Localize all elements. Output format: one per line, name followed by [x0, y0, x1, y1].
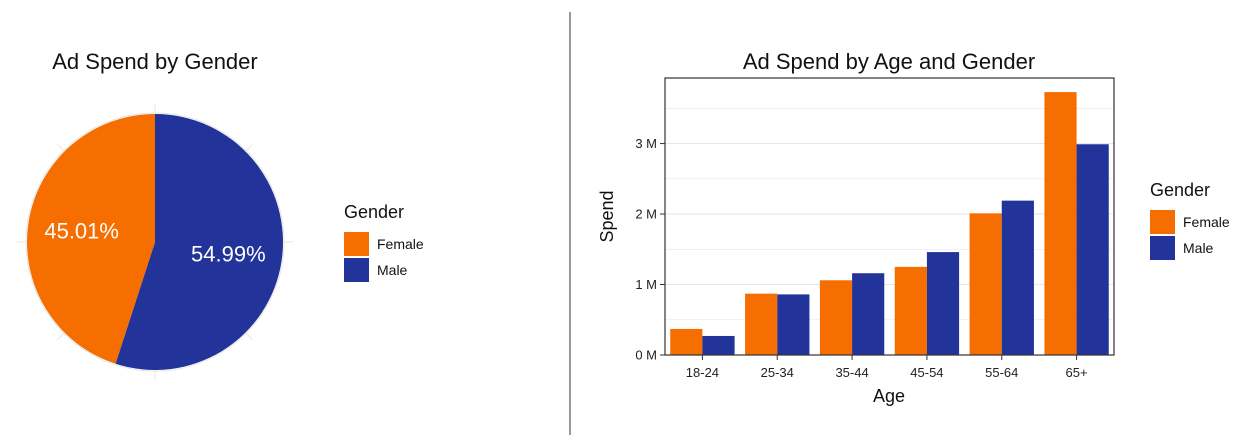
- bar-legend-label-female: Female: [1183, 214, 1230, 230]
- pie-grid-tick: [245, 332, 253, 340]
- pie-legend: Gender Female Male: [344, 202, 424, 282]
- pie-legend-swatch-female: [344, 232, 369, 256]
- bar-y-tick-label: 0 M: [635, 348, 657, 363]
- pie-chart: Ad Spend by Gender 54.99% 45.01% Gender F…: [17, 49, 424, 380]
- bar-x-tick-label: 35-44: [835, 365, 868, 380]
- bar-male-65+: [1076, 144, 1109, 355]
- bar-female-55-64: [969, 213, 1002, 355]
- pie-slice-male: [115, 114, 283, 370]
- pie-legend-label-male: Male: [377, 262, 408, 278]
- bar-x-tick-label: 55-64: [985, 365, 1018, 380]
- bar-legend-swatch-female: [1150, 210, 1175, 234]
- bar-male-25-34: [777, 294, 810, 355]
- bar-x-axis: 18-24 25-34 35-44 45-54 55-64 65+: [686, 355, 1088, 380]
- bar-x-tick-label: 18-24: [686, 365, 719, 380]
- bar-chart: Ad Spend by Age and Gender 0 M1 M2 M3 M …: [597, 49, 1230, 406]
- pie-grid-tick: [57, 144, 65, 152]
- bar-legend-title: Gender: [1150, 180, 1210, 200]
- bar-chart-title: Ad Spend by Age and Gender: [743, 49, 1035, 74]
- pie-legend-title: Gender: [344, 202, 404, 222]
- pie-chart-title: Ad Spend by Gender: [52, 49, 257, 74]
- bar-y-tick-label: 2 M: [635, 207, 657, 222]
- bar-panel-border: [664, 77, 1115, 356]
- pie-legend-swatch-male: [344, 258, 369, 282]
- pie-legend-label-female: Female: [377, 236, 424, 252]
- pie-slice-label-male: 54.99%: [191, 242, 266, 267]
- bar-legend-label-male: Male: [1183, 240, 1214, 256]
- bar-x-tick-label: 65+: [1066, 365, 1088, 380]
- bar-male-18-24: [702, 335, 735, 355]
- bar-female-35-44: [819, 280, 853, 355]
- bar-x-tick-label: 45-54: [910, 365, 943, 380]
- pie-slices: [26, 114, 283, 370]
- bar-legend-swatch-male: [1150, 236, 1175, 260]
- pie-slice-label-female: 45.01%: [44, 218, 119, 243]
- bar-y-tick-label: 3 M: [635, 136, 657, 151]
- bar-y-tick-label: 1 M: [635, 277, 657, 292]
- bar-female-18-24: [670, 328, 703, 355]
- bar-bars: [670, 92, 1109, 356]
- pie-grid-tick: [57, 332, 65, 340]
- bar-male-35-44: [852, 273, 885, 355]
- bar-y-axis-title: Spend: [597, 190, 617, 242]
- bar-female-25-34: [745, 293, 778, 355]
- pie-slice-female: [26, 114, 156, 364]
- bar-x-tick-label: 25-34: [761, 365, 794, 380]
- bar-y-axis: 0 M 1 M 2 M 3 M: [635, 136, 665, 363]
- bar-male-45-54: [926, 252, 960, 355]
- pie-grid-tick: [245, 144, 253, 152]
- pie-polar-grid: [17, 104, 293, 380]
- bar-legend: Gender Female Male: [1150, 180, 1230, 260]
- bar-x-axis-title: Age: [873, 386, 905, 406]
- bar-female-45-54: [894, 266, 927, 355]
- bar-male-55-64: [1001, 200, 1034, 355]
- bar-female-65+: [1044, 92, 1077, 356]
- pie-labels: 54.99% 45.01%: [44, 218, 265, 266]
